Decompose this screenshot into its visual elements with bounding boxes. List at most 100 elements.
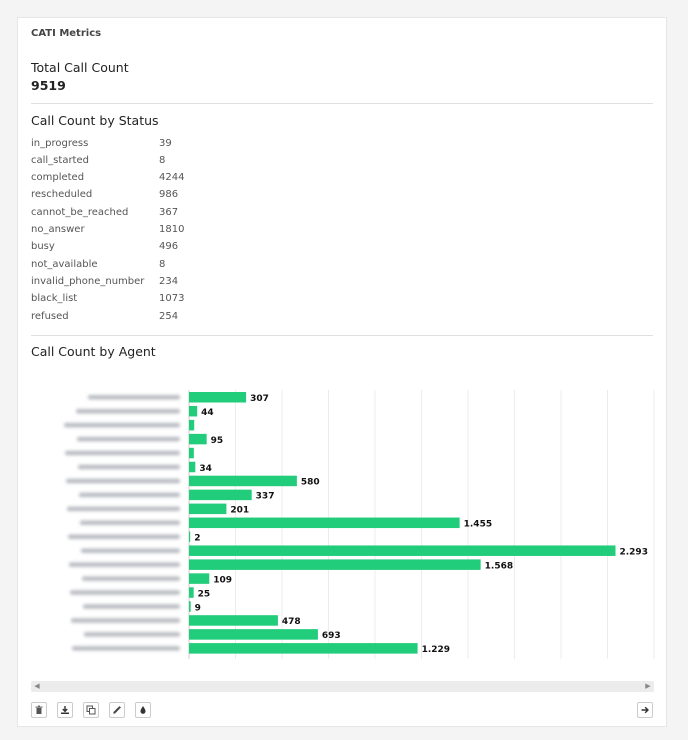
bar-value-label: 34 xyxy=(199,464,212,474)
bar-value-label: 693 xyxy=(322,631,341,641)
agent-label-obscured xyxy=(83,604,180,609)
agent-bar xyxy=(189,503,227,515)
status-name: cannot_be_reached xyxy=(31,207,129,218)
status-row: refused 254 xyxy=(31,311,331,328)
agent-label-obscured xyxy=(64,422,180,428)
status-name: completed xyxy=(31,172,85,183)
section-divider xyxy=(31,335,653,336)
delete-button[interactable] xyxy=(31,702,47,718)
agent-label-obscured xyxy=(76,408,180,414)
edit-button[interactable] xyxy=(109,702,125,718)
bar-value-label: 1.455 xyxy=(464,520,492,530)
trash-icon xyxy=(35,705,43,714)
x-tick-label: 1500 xyxy=(458,667,478,668)
download-icon xyxy=(61,706,69,714)
agent-label-obscured xyxy=(88,395,180,400)
bar-value-label: 1.229 xyxy=(422,645,450,655)
x-tick-label: 1750 xyxy=(504,667,524,668)
status-row: in_progress 39 xyxy=(31,138,331,155)
status-row: call_started 8 xyxy=(31,155,331,172)
bar-value-label: 9 xyxy=(195,603,201,613)
agent-label-obscured xyxy=(66,478,180,484)
status-count: 39 xyxy=(159,138,172,149)
status-count: 234 xyxy=(159,276,179,287)
agent-bar xyxy=(189,531,191,542)
status-count: 4244 xyxy=(159,172,185,183)
copy-icon xyxy=(86,705,96,715)
status-name: call_started xyxy=(31,155,89,166)
agent-bar xyxy=(189,405,198,417)
agent-section-title: Call Count by Agent xyxy=(31,344,156,359)
next-button[interactable] xyxy=(637,702,653,718)
status-count: 367 xyxy=(159,207,179,218)
status-name: no_answer xyxy=(31,224,85,235)
agent-bar xyxy=(189,601,191,612)
status-name: invalid_phone_number xyxy=(31,276,145,287)
agent-bar xyxy=(189,615,278,626)
agent-bar xyxy=(189,447,194,459)
x-tick-label: 1000 xyxy=(365,667,385,668)
status-name: refused xyxy=(31,311,69,322)
agent-label-obscured xyxy=(65,450,180,456)
agent-label-obscured xyxy=(70,590,180,595)
status-section-title: Call Count by Status xyxy=(31,113,159,128)
agent-bar xyxy=(189,573,210,584)
x-tick-label: 250 xyxy=(228,667,243,668)
pencil-icon xyxy=(113,706,121,714)
agent-bar xyxy=(189,433,207,445)
agent-label-obscured xyxy=(69,562,180,567)
bar-value-label: 109 xyxy=(213,575,232,585)
status-row: cannot_be_reached 367 xyxy=(31,207,331,224)
agent-bar xyxy=(189,461,196,473)
download-button[interactable] xyxy=(57,702,73,718)
agent-label-obscured xyxy=(77,436,180,442)
x-tick-label: 0 xyxy=(186,667,191,668)
bar-value-label: 580 xyxy=(301,478,320,488)
status-count: 254 xyxy=(159,311,179,322)
total-call-count-value: 9519 xyxy=(31,78,66,93)
x-tick-label: 750 xyxy=(321,667,336,668)
status-row: busy 496 xyxy=(31,241,331,258)
status-row: no_answer 1810 xyxy=(31,224,331,241)
scroll-left-icon[interactable]: ◀ xyxy=(34,682,40,690)
agent-label-obscured xyxy=(82,576,180,581)
copy-button[interactable] xyxy=(83,702,99,718)
status-name: busy xyxy=(31,241,55,252)
status-count: 8 xyxy=(159,155,166,166)
agent-bar xyxy=(189,587,194,598)
agent-bar xyxy=(189,643,418,654)
agent-label-obscured xyxy=(78,464,180,470)
bar-value-label: 201 xyxy=(230,506,249,516)
status-row: not_available 8 xyxy=(31,259,331,276)
status-row: rescheduled 986 xyxy=(31,189,331,206)
status-name: not_available xyxy=(31,259,98,270)
bar-value-label: 95 xyxy=(211,436,224,446)
agent-label-obscured xyxy=(79,492,180,498)
bar-value-label: 2.293 xyxy=(619,547,647,557)
x-tick-label: 2500 xyxy=(635,667,655,668)
cati-metrics-card: CATI Metrics Total Call Count 9519 Call … xyxy=(17,17,667,727)
arrow-right-icon xyxy=(641,706,649,714)
agent-label-obscured xyxy=(67,506,180,512)
agent-bar xyxy=(189,475,297,487)
agent-label-obscured xyxy=(81,548,180,553)
x-tick-label: 2250 xyxy=(597,667,617,668)
bar-value-label: 478 xyxy=(282,617,301,627)
x-tick-label: 2000 xyxy=(551,667,571,668)
agent-bar xyxy=(189,559,481,570)
status-count: 1073 xyxy=(159,293,185,304)
agent-label-obscured xyxy=(68,534,180,539)
status-row: black_list 1073 xyxy=(31,293,331,310)
section-divider xyxy=(31,103,653,104)
horizontal-scrollbar[interactable]: ◀ ▶ xyxy=(31,681,654,692)
bar-value-label: 44 xyxy=(201,408,214,418)
scroll-right-icon[interactable]: ▶ xyxy=(645,682,651,690)
agent-bar xyxy=(189,545,616,556)
color-button[interactable] xyxy=(135,702,151,718)
status-name: black_list xyxy=(31,293,78,304)
agent-label-obscured xyxy=(80,520,180,526)
status-name: rescheduled xyxy=(31,189,93,200)
x-tick-label: 1250 xyxy=(411,667,431,668)
status-row: invalid_phone_number 234 xyxy=(31,276,331,293)
